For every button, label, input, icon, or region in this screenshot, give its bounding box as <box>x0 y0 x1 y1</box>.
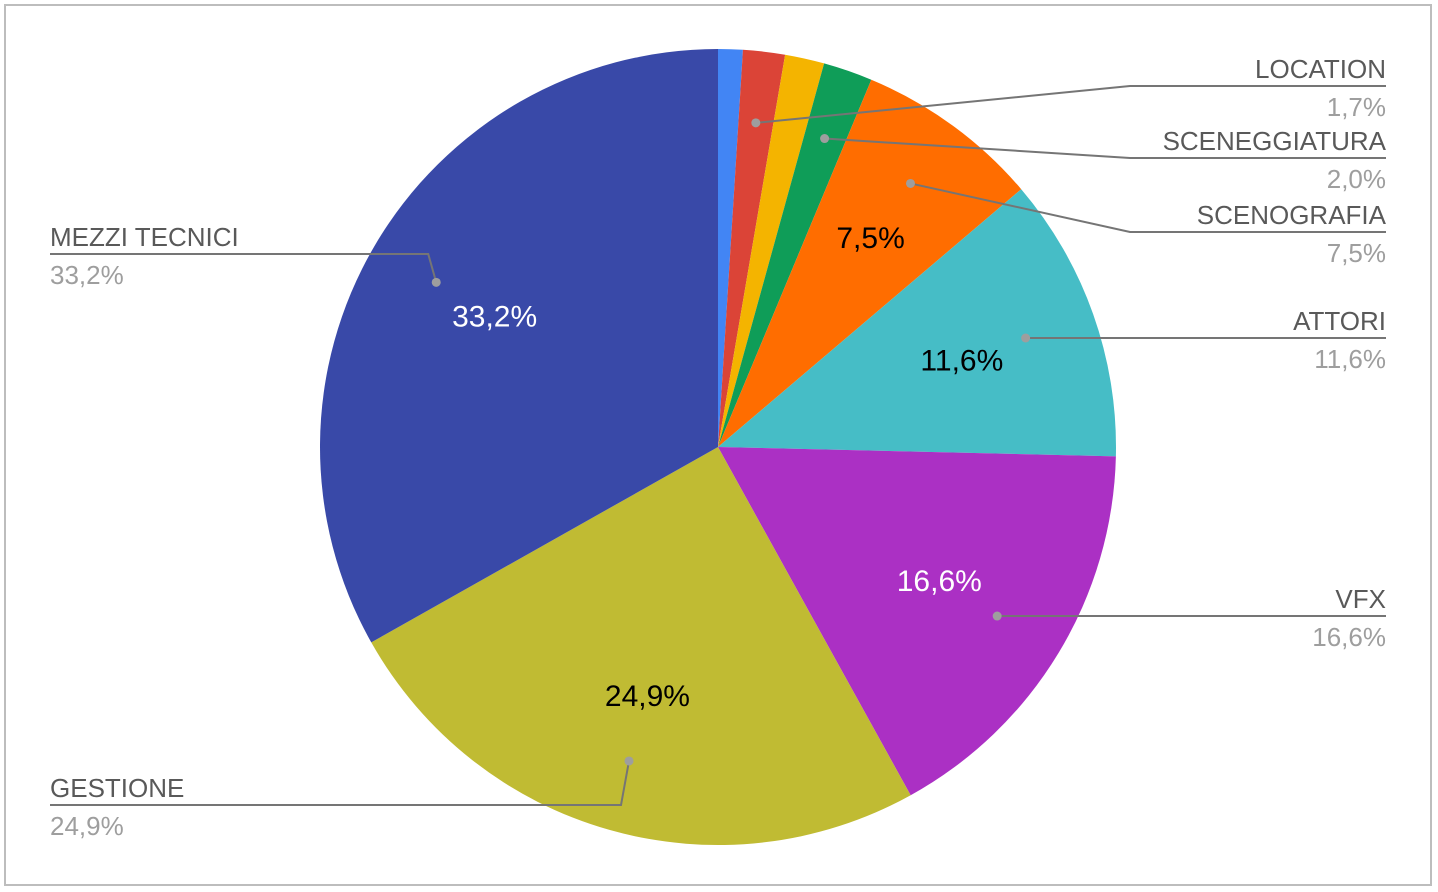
pie-slice-location <box>718 49 786 448</box>
callouts: LOCATION1,7%SCENEGGIATURA2,0%SCENOGRAFIA… <box>50 54 1387 841</box>
callout-percent: 2,0% <box>1327 164 1386 194</box>
callout-location: LOCATION 1,7% <box>751 54 1386 128</box>
pie-slice-unlabeled-0 <box>718 49 743 447</box>
inside-labels: 7,5% 11,6% 16,6% 24,9% 33,2% <box>452 222 1003 713</box>
pie-slice-gestione <box>371 447 911 845</box>
callout-name: LOCATION <box>1255 54 1386 84</box>
leader-line <box>910 182 1386 233</box>
leader-dot <box>820 134 830 144</box>
callout-name: SCENOGRAFIA <box>1197 200 1387 230</box>
inside-label: 16,6% <box>897 565 982 598</box>
leader-dot <box>431 277 441 287</box>
callout-percent: 7,5% <box>1327 238 1386 268</box>
pie-slices <box>319 49 1116 845</box>
inside-label: 33,2% <box>452 300 537 333</box>
pie-slice-mezzi-tecnici <box>319 49 718 643</box>
pie-slice-vfx <box>718 447 1116 796</box>
callout-name: VFX <box>1335 584 1386 614</box>
leader-dot <box>992 611 1002 621</box>
callout-percent: 11,6% <box>1314 344 1386 374</box>
pie-slice-scenografia <box>718 79 1022 448</box>
callout-vfx: VFX 16,6% <box>992 584 1386 652</box>
leader-line <box>50 760 630 806</box>
pie-slice-unlabeled-2 <box>718 54 825 448</box>
pie-slice-attori <box>718 189 1116 457</box>
callout-name: GESTIONE <box>50 773 184 803</box>
callout-attori: ATTORI 11,6% <box>1021 306 1386 374</box>
leader-line <box>755 85 1386 124</box>
leader-line <box>824 137 1386 159</box>
pie-slice-sceneggiatura <box>718 63 872 448</box>
inside-label: 24,9% <box>605 680 690 713</box>
callout-name: ATTORI <box>1293 306 1386 336</box>
callout-sceneggiatura: SCENEGGIATURA 2,0% <box>820 126 1387 194</box>
callout-percent: 33,2% <box>50 260 124 290</box>
callout-gestione: GESTIONE 24,9% <box>50 756 634 841</box>
callout-scenografia: SCENOGRAFIA 7,5% <box>905 178 1387 268</box>
callout-percent: 1,7% <box>1327 92 1386 122</box>
leader-dot <box>751 118 761 128</box>
callout-percent: 16,6% <box>1312 622 1386 652</box>
leader-dot <box>905 178 915 188</box>
callout-name: MEZZI TECNICI <box>50 222 239 252</box>
callout-percent: 24,9% <box>50 811 124 841</box>
leader-dot <box>1021 333 1031 343</box>
leader-dot <box>624 756 634 766</box>
leader-line <box>50 253 438 283</box>
callout-mezzi-tecnici: MEZZI TECNICI 33,2% <box>50 222 441 290</box>
inside-label: 11,6% <box>920 345 1003 378</box>
inside-label: 7,5% <box>836 222 904 255</box>
callout-name: SCENEGGIATURA <box>1163 126 1387 156</box>
